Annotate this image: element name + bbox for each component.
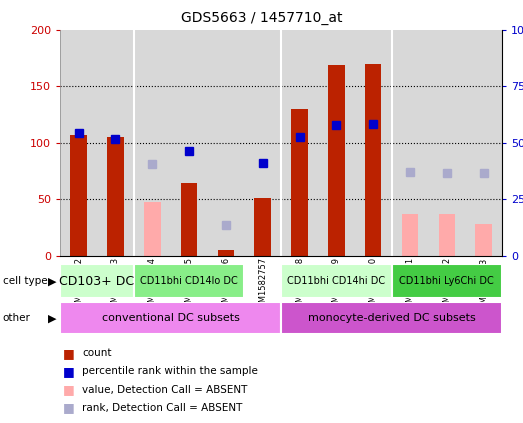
Bar xyxy=(365,63,381,256)
Bar xyxy=(60,302,281,334)
Text: conventional DC subsets: conventional DC subsets xyxy=(101,313,240,323)
Bar xyxy=(70,135,87,256)
Text: CD11bhi CD14lo DC: CD11bhi CD14lo DC xyxy=(140,276,238,286)
Text: ▶: ▶ xyxy=(48,276,56,286)
Text: ▶: ▶ xyxy=(48,313,56,323)
Bar xyxy=(144,202,161,256)
Bar xyxy=(328,65,345,256)
Text: CD103+ DC: CD103+ DC xyxy=(60,275,134,288)
Text: cell type: cell type xyxy=(3,276,47,286)
Text: count: count xyxy=(82,348,111,358)
Bar xyxy=(392,264,502,298)
Text: ■: ■ xyxy=(63,401,74,414)
Bar xyxy=(181,184,197,256)
Text: percentile rank within the sample: percentile rank within the sample xyxy=(82,366,258,376)
Text: other: other xyxy=(3,313,30,323)
Bar xyxy=(291,109,308,256)
Bar xyxy=(134,264,244,298)
Text: ■: ■ xyxy=(63,383,74,396)
Bar xyxy=(475,224,492,256)
Bar xyxy=(254,198,271,256)
Bar xyxy=(107,137,123,256)
Text: CD11bhi Ly6Chi DC: CD11bhi Ly6Chi DC xyxy=(400,276,494,286)
Bar xyxy=(439,214,455,256)
Text: GDS5663 / 1457710_at: GDS5663 / 1457710_at xyxy=(181,11,342,25)
Text: ■: ■ xyxy=(63,365,74,378)
Text: value, Detection Call = ABSENT: value, Detection Call = ABSENT xyxy=(82,385,247,395)
Text: CD11bhi CD14hi DC: CD11bhi CD14hi DC xyxy=(287,276,385,286)
Bar xyxy=(281,264,392,298)
Bar xyxy=(60,264,134,298)
Bar xyxy=(218,250,234,256)
Text: rank, Detection Call = ABSENT: rank, Detection Call = ABSENT xyxy=(82,403,243,413)
Bar xyxy=(402,214,418,256)
Text: monocyte-derived DC subsets: monocyte-derived DC subsets xyxy=(308,313,475,323)
Text: ■: ■ xyxy=(63,347,74,360)
Bar xyxy=(281,302,502,334)
